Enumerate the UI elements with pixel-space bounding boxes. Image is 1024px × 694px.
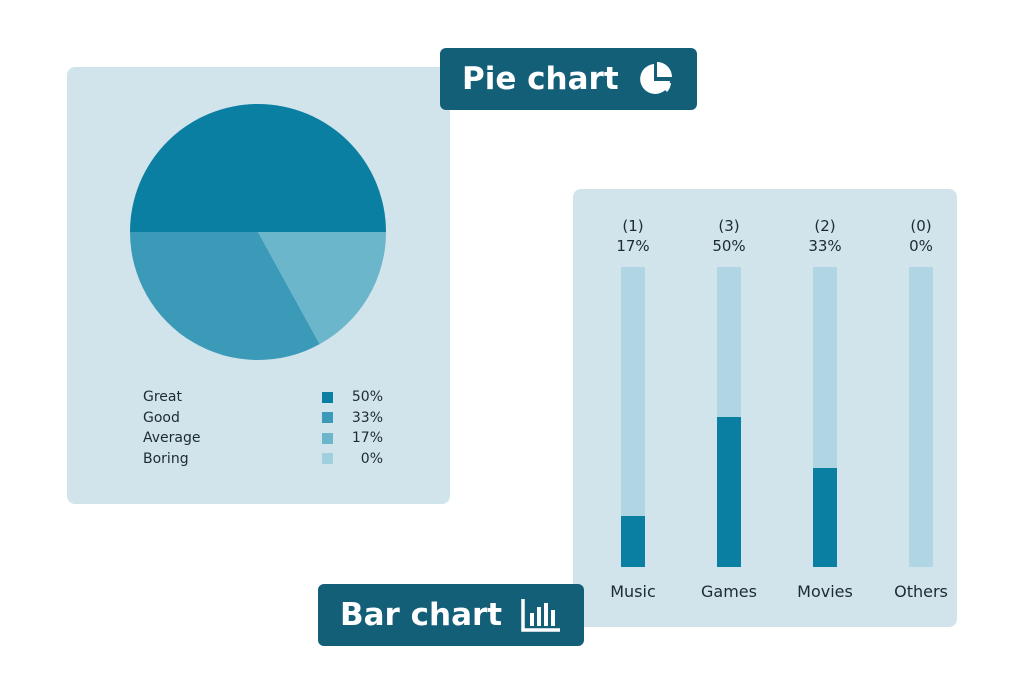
bar-chart-tag: Bar chart (318, 584, 585, 646)
bar-fill (621, 516, 645, 567)
bar-value-label: 33% (808, 237, 842, 255)
legend-item: Great 50% (143, 387, 383, 408)
pie-slice-good (130, 232, 320, 361)
pie-chart-icon (639, 62, 672, 94)
legend-item: Average 17% (143, 428, 383, 449)
bar-fill (813, 468, 837, 567)
legend-item: Good 33% (143, 408, 383, 429)
pie-chart (130, 104, 386, 361)
legend-swatch (322, 453, 333, 465)
bar-track (717, 267, 741, 567)
bar-count-label: (1) (622, 217, 644, 235)
bar-track (621, 267, 645, 567)
legend-swatch (322, 391, 333, 403)
bar-category-label: Movies (797, 582, 853, 601)
legend-label: Great (143, 389, 182, 406)
legend-item: Boring 0% (143, 449, 383, 470)
legend-value: 50% (351, 389, 383, 406)
legend-label: Boring (143, 450, 189, 467)
pie-chart-tag: Pie chart (440, 48, 697, 110)
legend-swatch (322, 412, 333, 424)
bar-category-label: Music (610, 582, 656, 601)
legend-label: Good (143, 409, 180, 426)
pie-slice-average (258, 232, 386, 345)
bar-tag-label: Bar chart (340, 597, 503, 633)
bar-value-label: 50% (712, 237, 746, 255)
bar-chart-card: (1) 17% Music (3) 50% Games (2) 33% Movies… (573, 189, 957, 627)
bar-count-label: (2) (814, 217, 836, 235)
pie-legend: Great 50% Good 33% Average 17% Boring 0% (143, 387, 383, 469)
legend-value: 0% (360, 450, 383, 467)
bar-count-label: (0) (910, 217, 932, 235)
bar-track (813, 267, 837, 567)
pie-slice-great (130, 104, 386, 232)
bar-fill (717, 417, 741, 567)
bar-chart-icon (521, 599, 561, 632)
legend-value: 33% (351, 409, 383, 426)
legend-value: 17% (351, 430, 383, 447)
pie-tag-label: Pie chart (462, 61, 619, 97)
bar-category-label: Others (894, 582, 948, 601)
legend-swatch (322, 432, 333, 444)
bar-count-label: (3) (718, 217, 740, 235)
bar-category-label: Games (701, 582, 757, 601)
pie-chart-card: Great 50% Good 33% Average 17% Boring 0% (67, 67, 450, 504)
bar-value-label: 0% (909, 237, 933, 255)
bar-value-label: 17% (616, 237, 650, 255)
bar-track (909, 267, 933, 567)
legend-label: Average (143, 430, 201, 447)
